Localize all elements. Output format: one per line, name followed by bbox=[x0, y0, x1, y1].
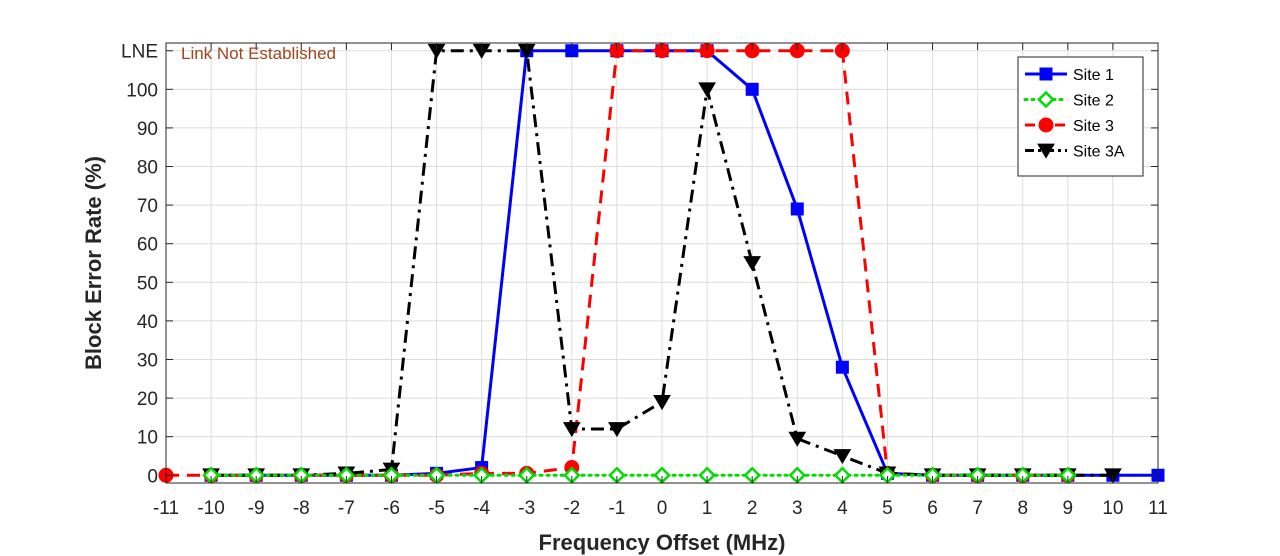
x-tick-label: -5 bbox=[428, 498, 445, 519]
x-tick-label: 0 bbox=[657, 498, 668, 519]
x-tick-label: 5 bbox=[882, 498, 893, 519]
data-point-square bbox=[1039, 67, 1053, 81]
y-tick-label: 80 bbox=[137, 158, 158, 179]
data-point-square bbox=[745, 82, 759, 96]
legend-label: Site 1 bbox=[1073, 67, 1114, 84]
x-tick-label: 11 bbox=[1148, 498, 1168, 519]
y-tick-label: 50 bbox=[137, 273, 158, 294]
x-tick-label: -10 bbox=[197, 498, 224, 519]
legend-item: Site 3A bbox=[1025, 144, 1125, 161]
x-tick-label: -2 bbox=[563, 498, 580, 519]
legend-box bbox=[1017, 56, 1144, 177]
legend-label: Site 3A bbox=[1073, 144, 1125, 161]
data-point-triangle bbox=[833, 449, 852, 465]
x-tick-label: 8 bbox=[1017, 498, 1028, 519]
x-tick-label: -9 bbox=[248, 498, 265, 519]
x-tick-label: 9 bbox=[1063, 498, 1074, 519]
x-tick-label: 3 bbox=[792, 498, 803, 519]
x-tick-label: -1 bbox=[608, 498, 625, 519]
x-tick-label: 2 bbox=[747, 498, 758, 519]
data-point-triangle bbox=[698, 82, 716, 98]
x-tick-label: -7 bbox=[338, 498, 355, 519]
data-point-circle bbox=[1038, 117, 1054, 133]
y-tick-label: 10 bbox=[137, 428, 158, 449]
legend-item: Site 2 bbox=[1023, 90, 1114, 110]
x-tick-label: 7 bbox=[972, 498, 983, 519]
data-point-square bbox=[835, 360, 849, 374]
y-tick-label: 100 bbox=[126, 80, 158, 101]
x-tick-label: 1 bbox=[702, 498, 713, 519]
data-point-square bbox=[790, 202, 804, 216]
data-point-triangle bbox=[653, 395, 671, 411]
legend-item: Site 3 bbox=[1025, 117, 1114, 135]
x-tick-label: 4 bbox=[837, 498, 848, 519]
legend-label: Site 2 bbox=[1073, 93, 1114, 110]
x-tick-label: -6 bbox=[383, 498, 400, 519]
tick-labels: -11 -10 -9 -8 -7 -6 -5 -4 -3 -2 -1 0 1 2 3 4 5 6 7 8 9 10 1101… bbox=[121, 42, 1168, 519]
legend-item: Site 1 bbox=[1025, 67, 1114, 84]
y-tick-label: 90 bbox=[137, 119, 158, 140]
y-tick-label: 60 bbox=[137, 235, 158, 256]
x-tick-label: -3 bbox=[518, 498, 535, 519]
data-point-triangle bbox=[788, 431, 807, 447]
y-tick-label: 30 bbox=[137, 350, 158, 371]
data-point-triangle bbox=[1037, 143, 1055, 159]
data-point-triangle bbox=[1104, 468, 1122, 484]
ticks bbox=[165, 43, 1159, 483]
annotation-link-not-established: Link Not Established bbox=[181, 44, 336, 63]
y-tick-label: LNE bbox=[121, 42, 158, 63]
series-site-2 bbox=[202, 466, 1077, 485]
x-axis-label: Frequency Offset (MHz) bbox=[539, 530, 786, 555]
grid bbox=[165, 43, 1159, 483]
data-point-triangle bbox=[562, 422, 581, 438]
x-tick-label: -4 bbox=[473, 498, 490, 519]
legend-label: Site 3 bbox=[1073, 118, 1114, 135]
series-layer bbox=[158, 43, 1165, 485]
y-tick-label: 20 bbox=[137, 389, 158, 410]
y-axis-label: Block Error Rate (%) bbox=[81, 156, 106, 370]
x-tick-label: -11 bbox=[153, 498, 179, 519]
legend-items: Site 1 Site 2 Site 3 Site 3A bbox=[1023, 67, 1125, 161]
x-tick-label: -8 bbox=[293, 498, 310, 519]
y-tick-label: 0 bbox=[147, 466, 158, 487]
y-tick-label: 70 bbox=[137, 196, 158, 217]
x-tick-label: 6 bbox=[927, 498, 938, 519]
data-point-triangle bbox=[608, 422, 626, 438]
x-tick-label: 10 bbox=[1102, 498, 1123, 519]
data-point-triangle bbox=[743, 256, 762, 272]
y-tick-label: 40 bbox=[137, 312, 158, 333]
data-point-diamond bbox=[1037, 90, 1055, 109]
legend: Site 1 Site 2 Site 3 Site 3A bbox=[1017, 56, 1144, 177]
